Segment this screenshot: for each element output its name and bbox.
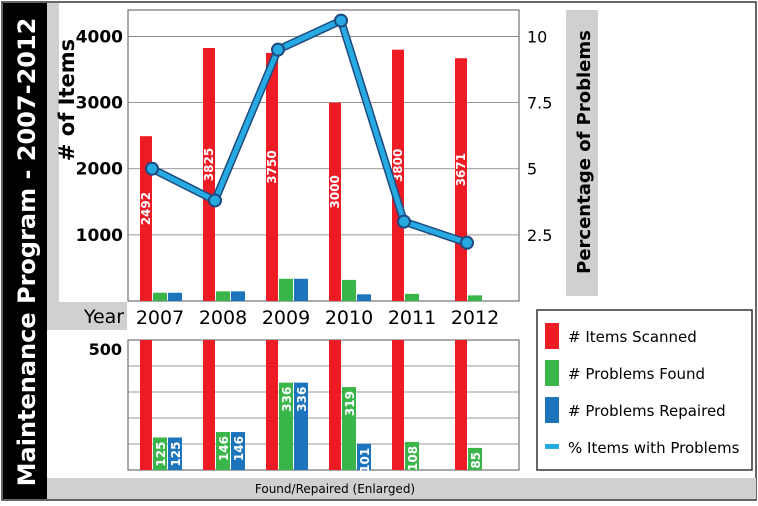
legend-swatch: [545, 444, 559, 449]
bottom-label-band: [47, 478, 756, 499]
legend-label: # Problems Repaired: [568, 402, 726, 420]
data-label-items-scanned: 3825: [202, 148, 216, 181]
bar-problems-found: [216, 432, 230, 470]
top-plot-area: [127, 9, 520, 302]
year-label-band: [47, 302, 127, 330]
y-tick-label-right: 7.5: [527, 94, 552, 113]
y-tick-label-left: 1000: [76, 226, 123, 246]
right-axis-band: [566, 10, 598, 296]
line-point-pct: [460, 235, 474, 250]
title-bar: [3, 3, 47, 499]
bar-items-scanned-clipped: [455, 340, 467, 470]
bar-items-scanned-clipped: [329, 340, 341, 470]
legend-box: [536, 309, 753, 471]
chart-title: Maintenance Program - 2007-2012: [13, 18, 41, 487]
bar-problems-found-top: [153, 292, 167, 301]
bar-problems-repaired: [231, 432, 245, 470]
data-label-items-scanned: 3750: [265, 150, 279, 183]
data-label-problems-found: 319: [343, 391, 357, 416]
bar-problems-repaired-top: [294, 278, 308, 301]
bar-problems-repaired-top: [231, 291, 245, 301]
bar-items-scanned: [329, 102, 341, 301]
y-axis-title-left: # of Items: [55, 39, 79, 161]
bar-problems-repaired-top: [357, 294, 371, 301]
legend-label: % Items with Problems: [568, 439, 740, 457]
y-tick-label-right: 5: [527, 160, 537, 179]
bar-problems-repaired-top: [168, 292, 182, 301]
data-label-items-scanned: 2492: [139, 192, 153, 225]
data-label-items-scanned: 3671: [454, 153, 468, 186]
legend-label: # Problems Found: [568, 365, 705, 383]
y-tick-label-left: 4000: [76, 27, 123, 47]
bar-items-scanned-clipped: [266, 340, 278, 470]
x-tick-label: 2009: [262, 307, 310, 329]
y-axis-title-right: Percentage of Problems: [574, 30, 595, 274]
legend-swatch: [545, 360, 559, 386]
bar-problems-repaired: [294, 382, 308, 470]
x-tick-label: 2010: [325, 307, 373, 329]
x-tick-label: 2007: [136, 307, 184, 329]
bar-problems-found: [342, 387, 356, 470]
bar-problems-repaired: [357, 443, 371, 470]
data-label-problems-repaired: 101: [358, 448, 372, 473]
bar-items-scanned: [140, 136, 152, 301]
x-tick-label: 2011: [388, 307, 436, 329]
y-tick-label-right: 10: [527, 27, 547, 46]
data-label-problems-repaired: 146: [232, 436, 246, 461]
bar-problems-repaired: [168, 437, 182, 470]
y-tick-label-left: 3000: [76, 94, 123, 114]
bar-problems-found-top: [342, 279, 356, 301]
data-label-problems-found: 108: [406, 446, 420, 471]
data-label-problems-found: 85: [469, 452, 483, 469]
bar-items-scanned: [266, 52, 278, 302]
line-point-pct: [271, 42, 285, 57]
line-pct-items-with-problems: [150, 18, 468, 246]
bar-problems-found: [468, 447, 482, 470]
legend-swatch: [545, 323, 559, 349]
y-tick-label-right: 2.5: [527, 226, 552, 245]
legend-label: # Items Scanned: [568, 328, 697, 346]
x-tick-label: 2008: [199, 307, 247, 329]
x-tick-label: 2012: [451, 307, 499, 329]
bar-items-scanned: [203, 48, 215, 301]
data-label-problems-repaired: 336: [295, 387, 309, 412]
bar-problems-found: [405, 441, 419, 470]
bar-items-scanned: [392, 49, 404, 301]
year-label: Year: [83, 306, 124, 328]
y-tick-label-left: 2000: [76, 160, 123, 180]
data-label-problems-found: 146: [217, 436, 231, 461]
data-label-items-scanned: 3000: [328, 175, 342, 208]
bar-items-scanned-clipped: [140, 340, 152, 470]
line-point-pct: [208, 193, 222, 208]
bar-problems-found: [279, 382, 293, 470]
bar-items-scanned-clipped: [392, 340, 404, 470]
data-label-items-scanned: 3800: [391, 149, 405, 182]
bar-items-scanned-clipped: [203, 340, 215, 470]
bar-problems-found-top: [216, 291, 230, 301]
bottom-plot-area: [127, 339, 520, 471]
data-label-problems-found: 125: [154, 442, 168, 467]
bar-problems-found-top: [405, 293, 419, 301]
line-point-pct: [397, 214, 411, 229]
data-label-problems-repaired: 125: [169, 442, 183, 467]
line-point-pct: [334, 13, 348, 28]
data-label-problems-found: 336: [280, 387, 294, 412]
bottom-y-tick-label: 500: [89, 340, 122, 359]
bar-problems-found: [153, 437, 167, 470]
bar-problems-found-top: [468, 295, 482, 301]
left-axis-band: [47, 3, 59, 303]
line-point-pct: [145, 161, 159, 176]
legend-swatch: [545, 397, 559, 423]
bar-problems-found-top: [279, 278, 293, 301]
bottom-x-axis-title: Found/Repaired (Enlarged): [255, 482, 415, 496]
